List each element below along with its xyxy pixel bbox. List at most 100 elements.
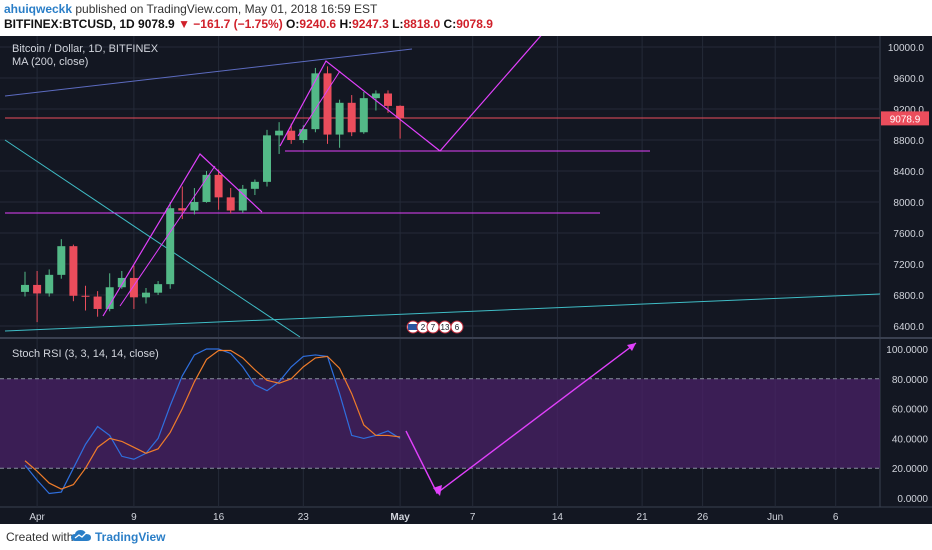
time-tick-label: Jun — [767, 512, 783, 523]
stoch-indicator-label: Stoch RSI (3, 3, 14, 14, close) — [12, 348, 159, 360]
symbol-label: BITFINEX:BTCUSD, 1D — [4, 17, 135, 31]
event-badge-label: 7 — [431, 323, 436, 332]
candle-body — [263, 135, 271, 182]
price-chart-svg[interactable]: 10000.09600.09200.08800.08400.08000.0760… — [0, 36, 932, 524]
candle-body — [33, 284, 42, 294]
time-tick-label: 16 — [213, 512, 225, 523]
ma-200-line — [4, 48, 413, 97]
candle-body — [105, 287, 114, 309]
ohlc-line: BITFINEX:BTCUSD, 1D 9078.9 ▼ −161.7 (−1.… — [4, 17, 493, 31]
projection-inner-line — [297, 70, 341, 137]
time-tick-label: 7 — [470, 512, 476, 523]
price-tick-label: 9600.0 — [893, 74, 924, 85]
candle-body — [214, 174, 223, 198]
candle-body — [311, 73, 320, 130]
candle-body — [250, 181, 259, 189]
arrow-head-down — [433, 485, 442, 496]
candle-body — [275, 130, 284, 136]
candle-body — [347, 102, 356, 133]
close-label: C: — [443, 17, 457, 31]
candle-body — [299, 129, 308, 140]
candle-body — [57, 246, 66, 275]
stoch-tick-label: 80.0000 — [892, 375, 929, 386]
axis-labels: 10000.09600.09200.08800.08400.08000.0760… — [29, 43, 929, 523]
stoch-tick-label: 40.0000 — [892, 434, 929, 445]
high-value: 9247.3 — [352, 17, 389, 31]
time-tick-label: 14 — [552, 512, 564, 523]
stoch-overbought-oversold-band — [0, 378, 880, 469]
candle-body — [21, 284, 29, 292]
price-tick-label: 8800.0 — [893, 136, 924, 147]
publish-line: ahuiqweckk published on TradingView.com,… — [4, 2, 377, 16]
last-price: 9078.9 — [138, 17, 175, 31]
price-tick-label: 6800.0 — [893, 291, 924, 302]
time-tick-label: May — [390, 512, 410, 523]
close-value: 9078.9 — [456, 17, 493, 31]
candle-body — [166, 208, 175, 285]
candle-body — [178, 208, 187, 211]
teal-downtrend-line — [4, 139, 301, 338]
candle-body — [93, 296, 102, 309]
time-tick-label: 9 — [131, 512, 137, 523]
candle-body — [323, 73, 332, 135]
price-tick-label: 8400.0 — [893, 167, 924, 178]
stoch-k-line — [24, 348, 401, 495]
created-with-label: Created with — [6, 530, 74, 544]
price-change: −161.7 (−1.75%) — [193, 17, 283, 31]
candle-body — [238, 188, 247, 211]
price-tick-label: 7200.0 — [893, 260, 924, 271]
event-badge-circle — [450, 320, 464, 334]
tradingview-cloud-icon — [71, 530, 91, 541]
stoch-rsi-lines[interactable] — [24, 348, 401, 495]
candle-body — [69, 246, 78, 296]
time-tick-label: Apr — [29, 512, 45, 523]
published-text: published on TradingView.com, May 01, 20… — [75, 2, 378, 16]
last-price-tag-label: 9078.9 — [890, 114, 921, 125]
candle-body — [129, 277, 138, 298]
open-value: 9240.6 — [299, 17, 337, 31]
stoch-tick-label: 20.0000 — [892, 464, 929, 475]
last-price-tag — [881, 111, 929, 126]
main-chart-title: Bitcoin / Dollar, 1D, BITFINEX — [12, 43, 159, 55]
time-tick-label: 26 — [697, 512, 709, 523]
pattern-drawings[interactable] — [102, 36, 637, 496]
candle-body — [202, 174, 211, 202]
flag-inner-line — [119, 165, 216, 307]
stoch-tick-label: 0.0000 — [897, 494, 928, 505]
trend-drawings[interactable] — [4, 48, 881, 338]
low-label: L: — [392, 17, 404, 31]
tradingview-brand-link[interactable]: TradingView — [95, 530, 166, 544]
candle-body — [335, 102, 344, 135]
candle-body — [154, 284, 163, 293]
time-tick-label: 23 — [298, 512, 310, 523]
event-badges[interactable]: 2 7 13 6 — [406, 320, 464, 334]
candle-body — [359, 98, 368, 133]
down-arrow-icon: ▼ — [178, 17, 190, 31]
candle-body — [81, 295, 90, 297]
teal-support-line — [4, 293, 881, 332]
flag-pattern-lines — [102, 153, 263, 317]
candle-body — [190, 202, 199, 211]
projection-path — [279, 36, 542, 152]
price-tick-label: 8000.0 — [893, 198, 924, 209]
open-label: O: — [286, 17, 300, 31]
stoch-d-line — [24, 349, 401, 490]
us-flag-icon — [408, 324, 418, 330]
candle-body — [142, 292, 150, 298]
time-tick-label: 21 — [637, 512, 649, 523]
stoch-tick-label: 100.0000 — [886, 345, 928, 356]
author-link[interactable]: ahuiqweckk — [4, 2, 73, 16]
time-axis-bg — [0, 507, 932, 524]
price-tick-label: 10000.0 — [888, 43, 925, 54]
event-badge-label: 13 — [441, 323, 450, 332]
price-pane-bg — [0, 36, 880, 337]
candle-body — [45, 274, 54, 294]
chart-area[interactable]: 10000.0 9600.0 9200.0 8800.0 8400.0 8000.0 760… — [0, 36, 932, 524]
ma-indicator-label: MA (200, close) — [12, 56, 88, 68]
candle-body — [287, 130, 296, 140]
stoch-projection-path — [405, 342, 637, 495]
candle-body — [371, 93, 380, 99]
event-badge-label: 2 — [421, 323, 426, 332]
publish-header: ahuiqweckk published on TradingView.com,… — [0, 0, 932, 36]
low-value: 8818.0 — [403, 17, 441, 31]
